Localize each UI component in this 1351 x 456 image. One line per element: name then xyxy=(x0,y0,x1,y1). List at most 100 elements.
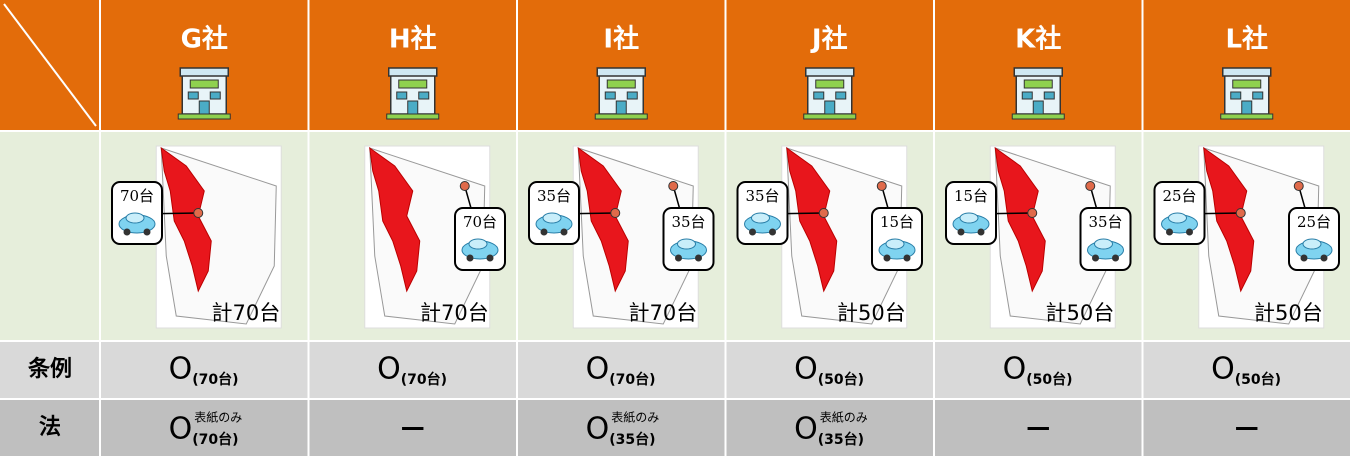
jorei-mark: O xyxy=(377,352,401,387)
total-label: 計50台 xyxy=(837,301,906,325)
building-door xyxy=(615,100,627,115)
car-wheel xyxy=(749,228,756,236)
total-label: 計70台 xyxy=(420,301,489,325)
map-region xyxy=(994,146,1046,293)
building-window xyxy=(418,91,430,100)
site-marker xyxy=(1293,181,1304,191)
ho-note: (35台) xyxy=(818,431,864,448)
ho-mark: — xyxy=(1026,413,1050,441)
car-wheel xyxy=(123,228,131,236)
building-sign xyxy=(398,79,428,89)
building-sign xyxy=(189,79,219,89)
car-cabin xyxy=(1302,238,1322,250)
building-window xyxy=(1021,91,1033,100)
jorei-note: (70台) xyxy=(609,371,655,388)
building-sign xyxy=(1023,79,1053,89)
building-window xyxy=(1043,91,1055,100)
car-cabin xyxy=(1094,238,1113,250)
car-wheel xyxy=(957,228,965,236)
building-base xyxy=(803,113,857,120)
car-cabin xyxy=(125,212,145,224)
company-name: K社 xyxy=(1015,24,1061,55)
callout-label: 70台 xyxy=(120,187,154,205)
building-window xyxy=(813,91,825,100)
site-marker xyxy=(610,208,621,218)
site-marker xyxy=(193,208,204,218)
building-door xyxy=(1032,100,1044,115)
ho-mark: O xyxy=(586,412,610,447)
company-name: L社 xyxy=(1225,24,1268,55)
car-cabin xyxy=(468,238,488,250)
callout-label: 15台 xyxy=(880,213,914,231)
total-label: 計70台 xyxy=(629,301,698,325)
corner-diagonal xyxy=(3,3,97,127)
car-wheel xyxy=(486,254,494,262)
company-name: I社 xyxy=(603,24,639,55)
jorei-note: (70台) xyxy=(401,371,447,388)
company-name: J社 xyxy=(810,24,848,55)
company-name: H社 xyxy=(389,24,437,55)
car-wheel xyxy=(1300,254,1308,262)
building-roof xyxy=(1222,67,1272,77)
car-wheel xyxy=(1092,254,1099,262)
ho-sup: 表紙のみ xyxy=(820,410,868,425)
building-window xyxy=(187,91,199,100)
building-window xyxy=(1230,91,1242,100)
building-window xyxy=(604,91,616,100)
jorei-mark: O xyxy=(169,352,193,387)
building-window xyxy=(396,91,408,100)
car-cabin xyxy=(1168,212,1187,224)
building-base xyxy=(1220,113,1274,120)
jorei-mark: O xyxy=(794,352,818,387)
total-label: 計70台 xyxy=(212,301,281,325)
building-door xyxy=(1241,100,1253,115)
car-cabin xyxy=(885,238,905,250)
building-sign xyxy=(815,79,845,89)
jorei-mark: O xyxy=(1003,352,1027,387)
building-window xyxy=(209,91,221,100)
building-base xyxy=(1011,113,1065,120)
site-marker xyxy=(876,181,887,191)
building-window xyxy=(626,91,638,100)
building-roof xyxy=(179,67,229,77)
ho-sup: 表紙のみ xyxy=(611,410,659,425)
callout-label: 25台 xyxy=(1162,187,1196,205)
building-roof xyxy=(388,67,438,77)
car-wheel xyxy=(769,228,776,236)
jorei-note: (50台) xyxy=(1235,371,1281,388)
car-wheel xyxy=(977,228,985,236)
car-wheel xyxy=(1166,228,1173,236)
ho-mark: — xyxy=(1235,413,1259,441)
ho-band xyxy=(0,400,1351,456)
jorei-note: (50台) xyxy=(818,371,864,388)
total-label: 計50台 xyxy=(1046,301,1115,325)
callout-label: 35台 xyxy=(1088,213,1122,231)
car-wheel xyxy=(883,254,891,262)
site-marker xyxy=(1085,181,1096,191)
site-marker xyxy=(1235,208,1246,218)
ho-note: (70台) xyxy=(192,431,238,448)
building-roof xyxy=(596,67,646,77)
site-marker xyxy=(668,181,679,191)
site-marker xyxy=(1027,208,1038,218)
row-label: 条例 xyxy=(27,356,72,382)
building-window xyxy=(835,91,847,100)
map-region xyxy=(577,146,629,293)
jorei-mark: O xyxy=(586,352,610,387)
car-wheel xyxy=(675,254,682,262)
map-region xyxy=(369,146,421,293)
jorei-note: (50台) xyxy=(1026,371,1072,388)
jorei-band xyxy=(0,342,1351,398)
site-marker xyxy=(818,208,829,218)
callout-label: 35台 xyxy=(671,213,705,231)
callout-label: 35台 xyxy=(537,187,571,205)
callout-label: 15台 xyxy=(954,187,988,205)
building-roof xyxy=(805,67,855,77)
car-wheel xyxy=(1186,228,1193,236)
ho-mark: O xyxy=(169,412,193,447)
building-base xyxy=(177,113,231,120)
car-wheel xyxy=(1320,254,1328,262)
ho-mark: O xyxy=(794,412,818,447)
car-wheel xyxy=(143,228,151,236)
